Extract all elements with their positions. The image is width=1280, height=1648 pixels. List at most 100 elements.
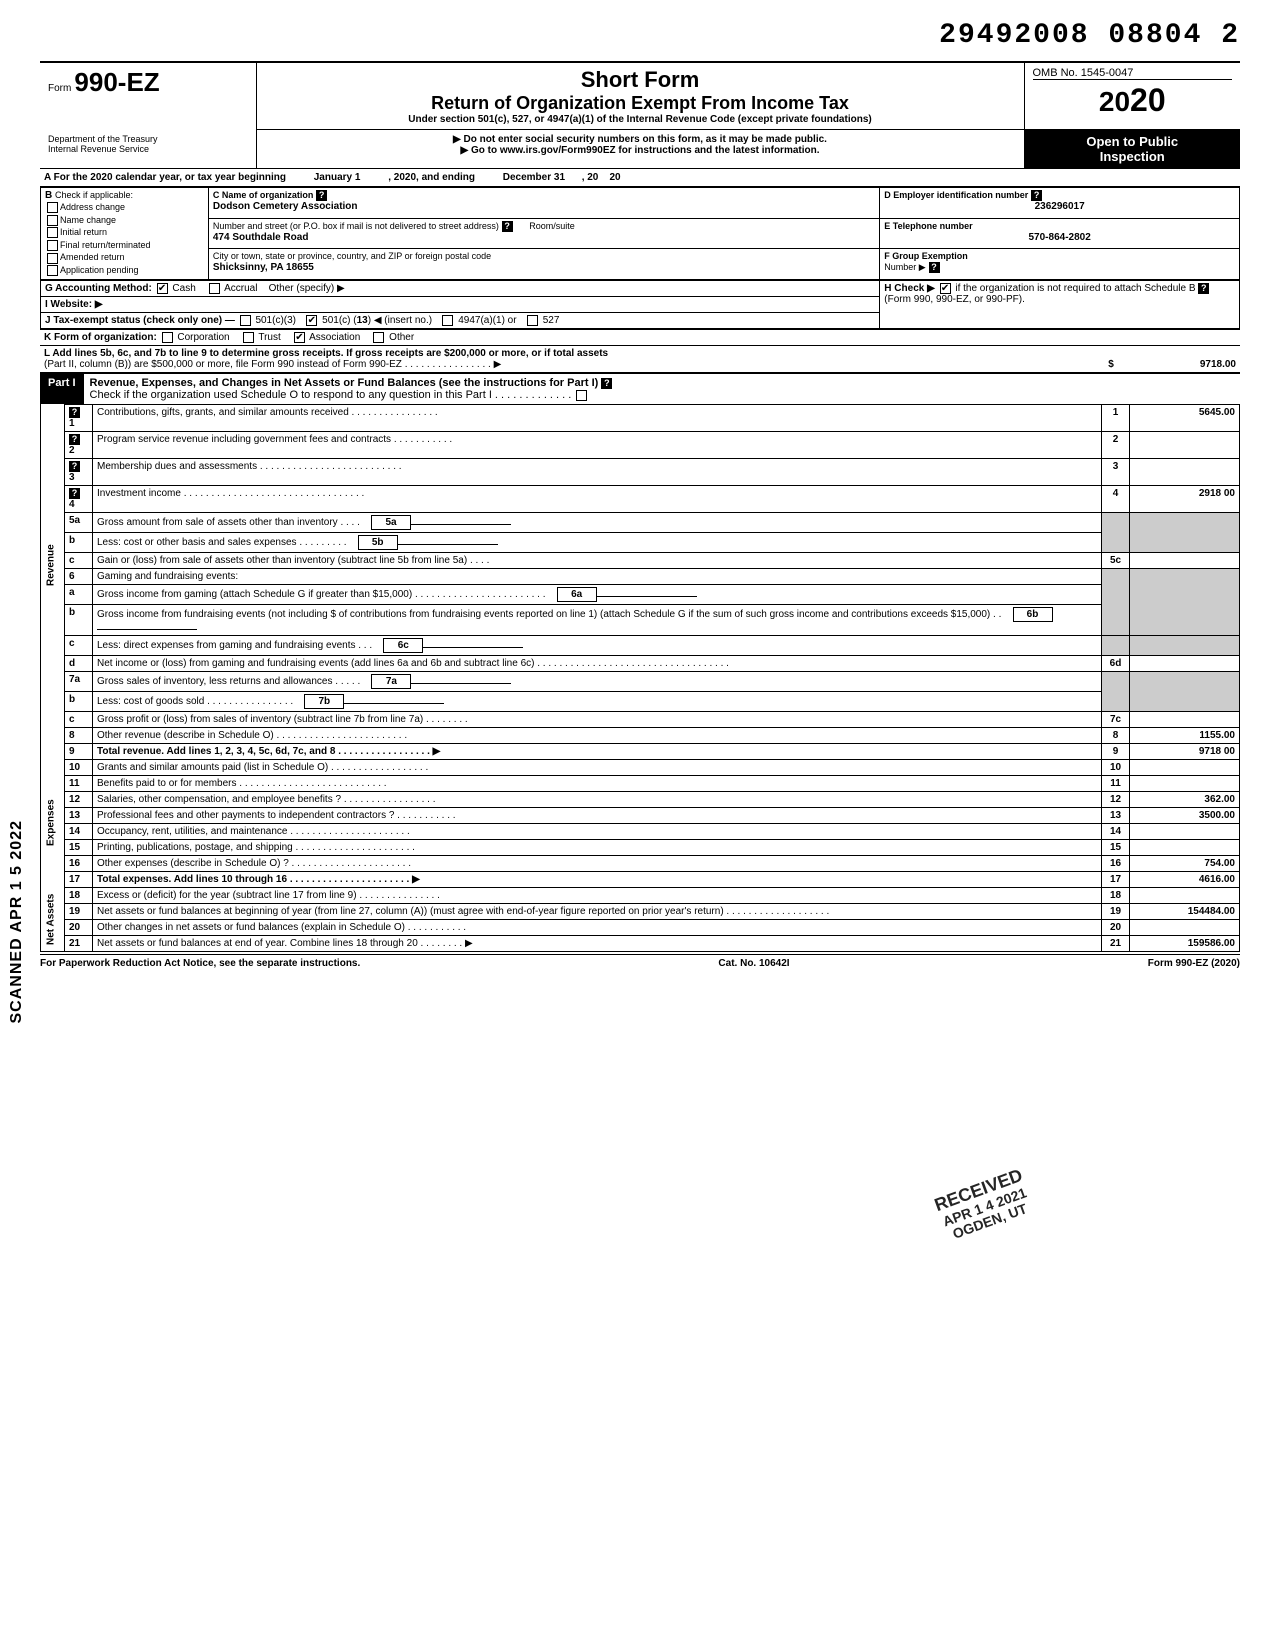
line-3-desc: Membership dues and assessments . . . . … [93, 458, 1102, 485]
row-k-label: K Form of organization: [44, 332, 157, 343]
cb-initial-return[interactable]: Initial return [45, 226, 204, 239]
cb-name-change[interactable]: Name change [45, 214, 204, 227]
line-6-num: 6 [65, 568, 93, 584]
line-16-amt: 754.00 [1130, 855, 1240, 871]
received-line3: OGDEN, UT [944, 1199, 1036, 1245]
info-grid: B Check if applicable: Address change Na… [40, 187, 1240, 280]
opt-corporation: Corporation [177, 332, 229, 343]
help-icon[interactable]: ? [929, 262, 940, 273]
footer: For Paperwork Reduction Act Notice, see … [40, 954, 1240, 969]
line-11-num: 11 [65, 775, 93, 791]
form-number: 990-EZ [74, 67, 159, 97]
line-18-desc: Excess or (deficit) for the year (subtra… [93, 887, 1102, 903]
line-1-desc: Contributions, gifts, grants, and simila… [93, 404, 1102, 431]
cb-4947[interactable] [442, 315, 453, 326]
cb-schedule-b[interactable]: ✔ [940, 283, 951, 294]
cb-501c3[interactable] [240, 315, 251, 326]
help-icon[interactable]: ? [316, 190, 327, 201]
line-11-amt [1130, 775, 1240, 791]
line-8-amt: 1155.00 [1130, 727, 1240, 743]
line-12-num: 12 [65, 791, 93, 807]
line-7b-num: b [65, 691, 93, 711]
opt-501c3: 501(c)(3) [255, 315, 296, 326]
line-2-num: 2 [69, 445, 75, 456]
irs-label: Internal Revenue Service [48, 144, 248, 154]
section-b-label: B [45, 190, 52, 201]
line-6d-num: d [65, 655, 93, 671]
line-6b-desc: Gross income from fundraising events (no… [93, 604, 1102, 635]
lines-table: Revenue ? 1 Contributions, gifts, grants… [40, 404, 1240, 952]
line-13-amtnum: 13 [1102, 807, 1130, 823]
section-d-label: D Employer identification number [884, 190, 1028, 200]
row-a-begin: January 1 [314, 172, 361, 183]
row-l-text1: L Add lines 5b, 6c, and 7b to line 9 to … [44, 348, 608, 359]
footer-mid: Cat. No. 10642I [718, 958, 789, 969]
row-k: K Form of organization: Corporation Trus… [40, 329, 1240, 345]
netassets-side-label: Net Assets [41, 887, 65, 951]
line-4-amt: 2918 00 [1130, 485, 1240, 512]
help-icon[interactable]: ? [1031, 190, 1042, 201]
row-h-text: if the organization is not required to a… [955, 283, 1195, 294]
street-label: Number and street (or P.O. box if mail i… [213, 221, 499, 231]
help-icon[interactable]: ? [502, 221, 513, 232]
line-11-desc: Benefits paid to or for members . . . . … [93, 775, 1102, 791]
part-1-header-row: Part I Revenue, Expenses, and Changes in… [40, 372, 1240, 404]
line-15-num: 15 [65, 839, 93, 855]
cb-address-change[interactable]: Address change [45, 201, 204, 214]
help-icon[interactable]: ? [1198, 283, 1209, 294]
line-7a-desc: Gross sales of inventory, less returns a… [93, 671, 1102, 691]
cb-schedule-o-part1[interactable] [576, 390, 587, 401]
line-5b-num: b [65, 532, 93, 552]
expenses-side-label: Expenses [41, 759, 65, 887]
help-icon[interactable]: ? [601, 378, 612, 389]
line-7c-amt [1130, 711, 1240, 727]
row-l-text2: (Part II, column (B)) are $500,000 or mo… [44, 359, 501, 370]
ein-value: 236296017 [884, 201, 1235, 212]
cb-amended-return[interactable]: Amended return [45, 251, 204, 264]
line-7a-num: 7a [65, 671, 93, 691]
line-7c-num: c [65, 711, 93, 727]
row-g-label: G Accounting Method: [45, 283, 152, 294]
row-g-h: G Accounting Method: ✔ Cash Accrual Othe… [40, 280, 1240, 329]
cb-final-return[interactable]: Final return/terminated [45, 239, 204, 252]
line-21-desc: Net assets or fund balances at end of ye… [93, 935, 1102, 951]
opt-other: Other [389, 332, 414, 343]
line-18-num: 18 [65, 887, 93, 903]
line-17-amt: 4616.00 [1130, 871, 1240, 887]
goto-link: ▶ Go to www.irs.gov/Form990EZ for instru… [265, 145, 1016, 156]
cb-trust[interactable] [243, 332, 254, 343]
form-header: Form 990-EZ Department of the Treasury I… [40, 61, 1240, 169]
cb-cash[interactable]: ✔ [157, 283, 168, 294]
opt-trust: Trust [258, 332, 280, 343]
line-3-amtnum: 3 [1102, 458, 1130, 485]
cb-501c[interactable]: ✔ [306, 315, 317, 326]
row-h-text2: (Form 990, 990-EZ, or 990-PF). [884, 294, 1025, 305]
row-a-end3: 20 [610, 172, 621, 183]
line-9-desc: Total revenue. Add lines 1, 2, 3, 4, 5c,… [93, 743, 1102, 759]
line-7b-desc: Less: cost of goods sold . . . . . . . .… [93, 691, 1102, 711]
row-a-end: December 31 [503, 172, 565, 183]
cb-corporation[interactable] [162, 332, 173, 343]
cb-527[interactable] [527, 315, 538, 326]
opt-527: 527 [543, 315, 560, 326]
line-10-desc: Grants and similar amounts paid (list in… [93, 759, 1102, 775]
line-10-num: 10 [65, 759, 93, 775]
line-17-num: 17 [65, 871, 93, 887]
footer-left: For Paperwork Reduction Act Notice, see … [40, 958, 360, 969]
line-16-desc: Other expenses (describe in Schedule O) … [93, 855, 1102, 871]
cb-association[interactable]: ✔ [294, 332, 305, 343]
cb-other[interactable] [373, 332, 384, 343]
line-11-amtnum: 11 [1102, 775, 1130, 791]
line-21-amtnum: 21 [1102, 935, 1130, 951]
opt-4947: 4947(a)(1) or [458, 315, 516, 326]
line-4-desc: Investment income . . . . . . . . . . . … [93, 485, 1102, 512]
line-15-amtnum: 15 [1102, 839, 1130, 855]
year-big: 20 [1130, 82, 1166, 118]
cb-application-pending[interactable]: Application pending [45, 264, 204, 277]
phone-value: 570-864-2802 [884, 232, 1235, 243]
line-5c-amt [1130, 552, 1240, 568]
cb-accrual[interactable] [209, 283, 220, 294]
line-17-amtnum: 17 [1102, 871, 1130, 887]
line-3-amt [1130, 458, 1240, 485]
short-form-title: Short Form [265, 67, 1016, 93]
